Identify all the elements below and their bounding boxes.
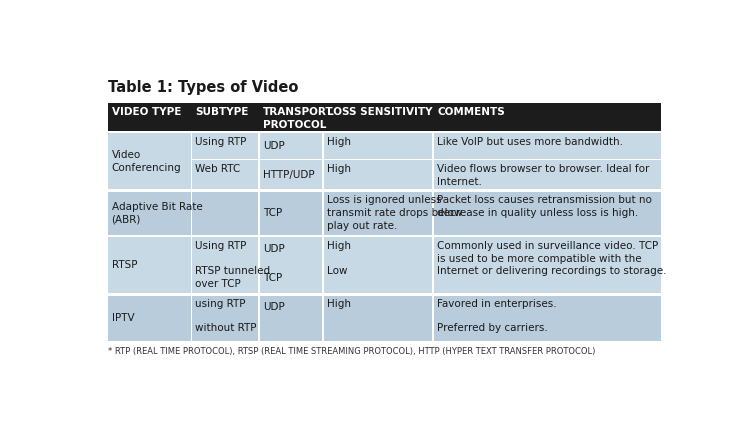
Text: Commonly used in surveillance video. TCP
is used to be more compatible with the
: Commonly used in surveillance video. TCP… — [437, 241, 667, 276]
Bar — [258, 133, 260, 341]
Text: COMMENTS: COMMENTS — [437, 107, 505, 117]
Bar — [108, 133, 661, 189]
Text: High: High — [327, 164, 351, 174]
Bar — [433, 133, 434, 341]
Text: UDP: UDP — [262, 244, 284, 254]
Text: UDP: UDP — [262, 141, 284, 151]
Text: Low: Low — [327, 266, 347, 276]
Text: Favored in enterprises.: Favored in enterprises. — [437, 299, 556, 309]
Text: RTSP tunneled
over TCP: RTSP tunneled over TCP — [195, 266, 271, 289]
Text: Using RTP: Using RTP — [195, 137, 247, 147]
Bar — [108, 103, 661, 131]
Bar — [190, 133, 192, 341]
Text: UDP: UDP — [262, 302, 284, 312]
Text: Adaptive Bit Rate
(ABR): Adaptive Bit Rate (ABR) — [112, 202, 202, 225]
Text: Loss is ignored unless
transmit rate drops below
play out rate.: Loss is ignored unless transmit rate dro… — [327, 195, 463, 231]
Bar — [322, 133, 324, 341]
Text: TCP: TCP — [262, 273, 282, 283]
Text: Packet loss causes retransmission but no
decrease in quality unless loss is high: Packet loss causes retransmission but no… — [437, 195, 652, 218]
Text: Web RTC: Web RTC — [195, 164, 241, 174]
Text: Video
Conferencing: Video Conferencing — [112, 150, 182, 173]
Text: using RTP: using RTP — [195, 299, 246, 309]
Text: Video flows browser to browser. Ideal for
Internet.: Video flows browser to browser. Ideal fo… — [437, 164, 650, 187]
Text: High: High — [327, 241, 351, 251]
Bar — [108, 295, 661, 341]
Bar — [108, 235, 661, 237]
Text: RTSP: RTSP — [112, 260, 137, 270]
Text: LOSS SENSITIVITY: LOSS SENSITIVITY — [327, 107, 433, 117]
Text: Using RTP: Using RTP — [195, 241, 247, 251]
Text: High: High — [327, 137, 351, 147]
Bar — [108, 237, 661, 293]
Text: VIDEO TYPE: VIDEO TYPE — [112, 107, 181, 117]
Text: High: High — [327, 299, 351, 309]
Text: Preferred by carriers.: Preferred by carriers. — [437, 323, 548, 333]
Text: SUBTYPE: SUBTYPE — [195, 107, 249, 117]
Bar — [191, 159, 661, 160]
Text: without RTP: without RTP — [195, 323, 256, 333]
Text: Table 1: Types of Video: Table 1: Types of Video — [108, 80, 298, 95]
Text: HTTP/UDP: HTTP/UDP — [262, 170, 314, 180]
Bar — [108, 189, 661, 192]
Text: IPTV: IPTV — [112, 313, 134, 323]
Text: Like VoIP but uses more bandwidth.: Like VoIP but uses more bandwidth. — [437, 137, 623, 147]
Bar — [108, 192, 661, 235]
Text: TCP: TCP — [262, 208, 282, 218]
Text: * RTP (REAL TIME PROTOCOL), RTSP (REAL TIME STREAMING PROTOCOL), HTTP (HYPER TEX: * RTP (REAL TIME PROTOCOL), RTSP (REAL T… — [108, 347, 595, 356]
Text: TRANSPORT
PROTOCOL: TRANSPORT PROTOCOL — [262, 107, 333, 130]
Bar — [108, 293, 661, 295]
